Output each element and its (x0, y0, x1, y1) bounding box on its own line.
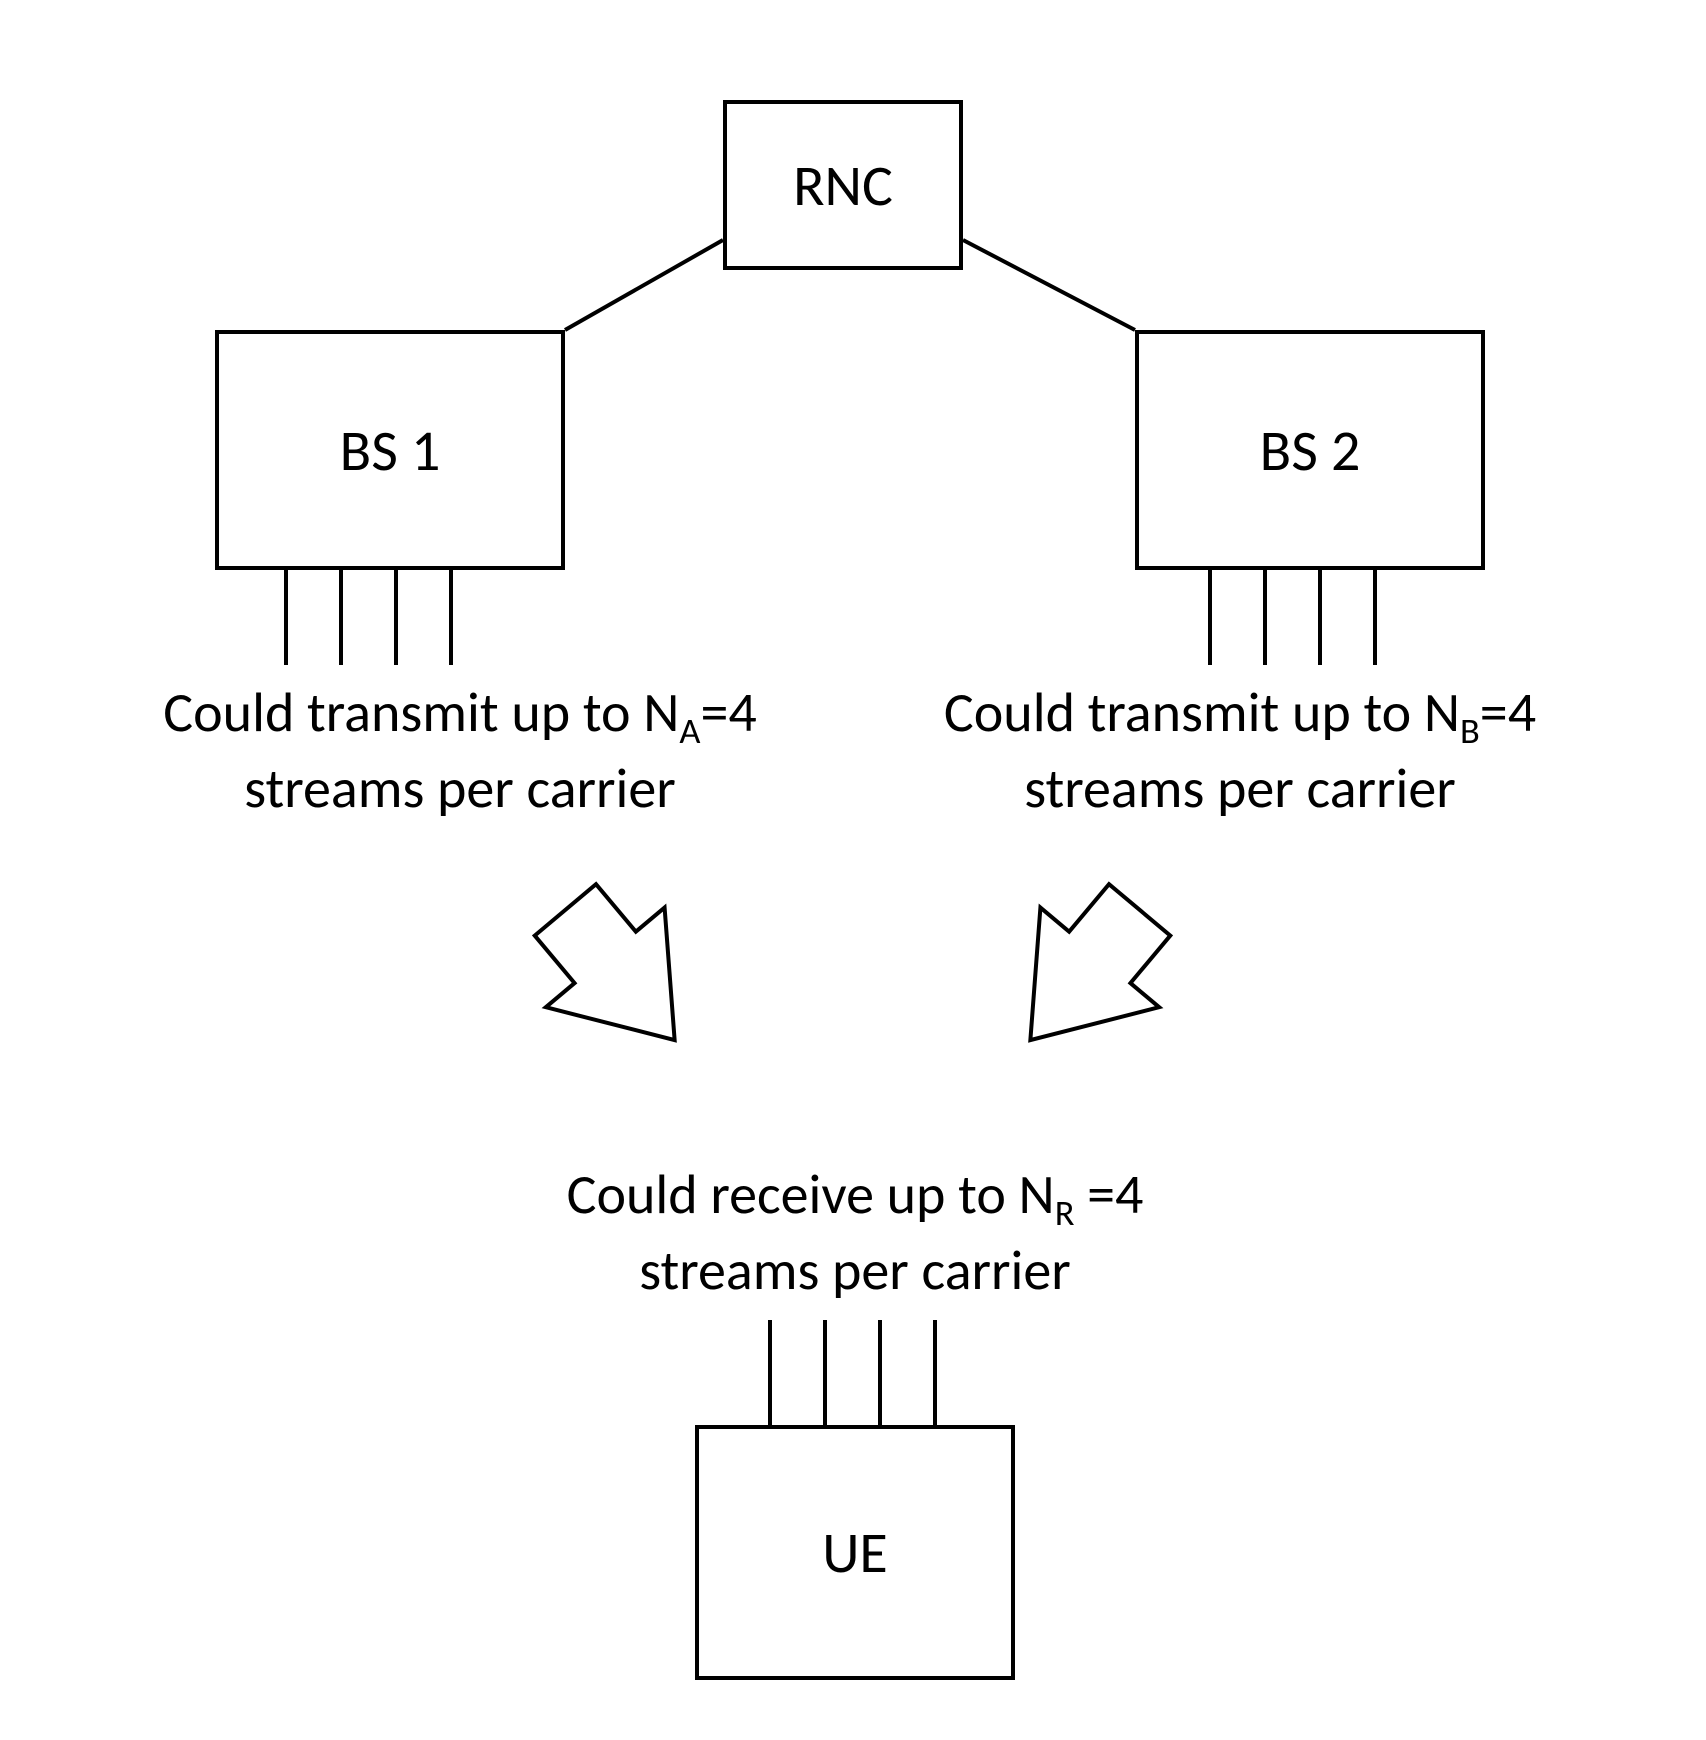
bs2-caption: Could transmit up to NB=4 streams per ca… (850, 678, 1630, 824)
bs2-label: BS 2 (1260, 415, 1361, 486)
ue-box: UE (695, 1425, 1015, 1680)
ue-caption-line1-pre: Could receive up to N (567, 1161, 1055, 1229)
bs2-caption-sub: B (1460, 708, 1480, 753)
bs2-caption-line1-post: =4 (1480, 679, 1536, 747)
bs1-caption-sub: A (679, 708, 700, 753)
rnc-box: RNC (723, 100, 963, 270)
bs1-caption: Could transmit up to NA=4 streams per ca… (70, 678, 850, 824)
bs2-caption-line2: streams per carrier (1024, 755, 1456, 823)
bs1-caption-line1-post: =4 (700, 679, 756, 747)
ue-caption-line2: streams per carrier (639, 1237, 1071, 1305)
ue-label: UE (822, 1517, 888, 1588)
bs2-box: BS 2 (1135, 330, 1485, 570)
ue-caption: Could receive up to NR =4 streams per ca… (465, 1160, 1245, 1306)
bs1-caption-line1-pre: Could transmit up to N (163, 679, 679, 747)
ue-caption-line1-post: =4 (1074, 1161, 1143, 1229)
rnc-label: RNC (793, 150, 893, 221)
bs2-caption-line1-pre: Could transmit up to N (944, 679, 1460, 747)
ue-caption-sub: R (1055, 1190, 1075, 1235)
bs1-box: BS 1 (215, 330, 565, 570)
bs1-caption-line2: streams per carrier (244, 755, 676, 823)
bs1-label: BS 1 (340, 415, 441, 486)
